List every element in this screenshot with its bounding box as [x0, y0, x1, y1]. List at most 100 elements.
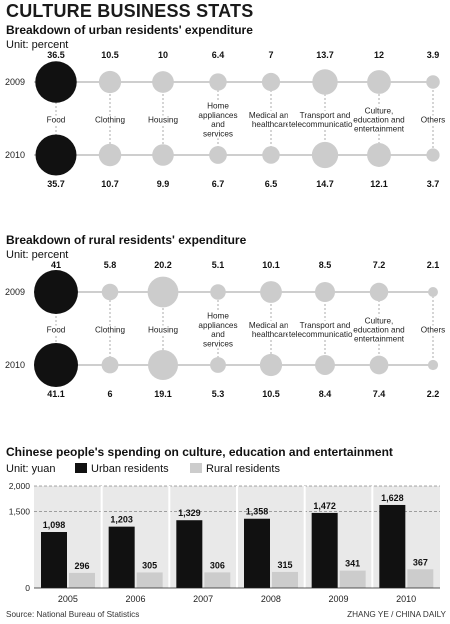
year-label: 2009: [5, 77, 25, 87]
data-label: 10.5: [101, 50, 119, 60]
bubble-2010: [315, 355, 335, 375]
chart-0-title: Breakdown of urban residents' expenditur…: [6, 23, 253, 37]
data-label: 10: [158, 50, 168, 60]
label-backdrop: [247, 320, 295, 340]
bubble-2010: [101, 356, 119, 374]
data-label: 19.1: [154, 389, 172, 399]
data-label: 35.7: [47, 179, 65, 189]
category-label: Home appliances and services: [198, 312, 237, 349]
bubble-2010: [262, 146, 280, 164]
data-label: 2.2: [427, 389, 440, 399]
y-tick-label: 0: [25, 583, 30, 593]
legend-swatch-rural: [190, 463, 202, 473]
category-label: Transport and telecommunications: [289, 321, 361, 339]
bar-value-label: 305: [142, 560, 157, 570]
data-label: 12: [374, 50, 384, 60]
bubble-2009: [260, 281, 282, 303]
year-label: 2010: [5, 150, 25, 160]
y-tick-label: 2,000: [9, 481, 31, 491]
bar-value-label: 1,329: [178, 508, 201, 518]
label-backdrop: [419, 115, 447, 125]
bar-urban: [41, 532, 67, 588]
bubble-2010: [369, 355, 389, 375]
data-label: 10.7: [101, 179, 119, 189]
bubble-2009: [428, 287, 438, 297]
category-label: Clothing: [95, 116, 125, 125]
data-label: 7.2: [373, 260, 386, 270]
page-title: CULTURE BUSINESS STATS: [6, 1, 254, 21]
category-label: Culture, education and entertainment: [353, 316, 405, 343]
category-label: Medical and healthcare: [249, 321, 294, 339]
x-tick-label: 2010: [396, 594, 416, 604]
category-label: Medical and healthcare: [249, 111, 294, 129]
bar-urban: [379, 504, 406, 588]
category-label: Transport and telecommunications: [289, 111, 361, 129]
bar-value-label: 1,098: [43, 520, 66, 530]
category-label: Food: [47, 116, 66, 125]
label-backdrop: [287, 110, 363, 130]
bar-rural: [69, 572, 95, 588]
bubble-2009: [34, 270, 78, 314]
bar-value-label: 341: [345, 559, 360, 569]
bar-rural: [407, 569, 434, 588]
label-backdrop: [247, 110, 295, 130]
data-label: 6: [107, 389, 112, 399]
data-label: 41.1: [47, 389, 65, 399]
bubble-2010: [34, 343, 78, 387]
bubble-2009: [367, 70, 391, 94]
data-label: 3.7: [427, 179, 440, 189]
bar-urban: [244, 518, 270, 588]
bubble-2009: [210, 284, 226, 300]
legend-swatch-urban: [75, 463, 87, 473]
bubble-2010: [98, 143, 122, 167]
bar-value-label: 306: [210, 560, 225, 570]
bar-urban: [176, 520, 203, 588]
bar-value-label: 1,472: [313, 501, 336, 511]
bubble-2009: [152, 71, 174, 93]
credit-note: ZHANG YE / CHINA DAILY: [347, 610, 446, 619]
label-backdrop: [45, 325, 67, 335]
bubble-2009: [35, 61, 77, 103]
year-label: 2010: [5, 360, 25, 370]
data-label: 3.9: [427, 50, 440, 60]
label-backdrop: [146, 115, 180, 125]
bubble-2010: [426, 148, 440, 162]
data-label: 36.5: [47, 50, 65, 60]
data-label: 10.5: [262, 389, 280, 399]
bubble-2009: [98, 70, 122, 94]
y-tick-label: 1,500: [9, 507, 31, 517]
category-label: Housing: [148, 326, 178, 335]
chart-1-title: Breakdown of rural residents' expenditur…: [6, 233, 247, 247]
x-tick-label: 2005: [58, 594, 78, 604]
chart-2-unit: Unit: yuan: [6, 463, 56, 475]
bar-urban: [311, 512, 338, 588]
bar-rural: [339, 570, 366, 588]
category-label: Home appliances and services: [198, 102, 237, 139]
bar-value-label: 1,203: [110, 515, 133, 525]
data-label: 9.9: [157, 179, 170, 189]
chart-1-unit: Unit: percent: [6, 249, 68, 261]
bar-value-label: 1,358: [246, 507, 269, 517]
label-backdrop: [352, 106, 407, 134]
bubble-2009: [209, 73, 227, 91]
label-backdrop: [352, 316, 407, 344]
label-backdrop: [93, 115, 127, 125]
bubble-2009: [312, 69, 338, 95]
data-label: 14.7: [316, 179, 334, 189]
bar-urban: [108, 526, 135, 588]
bubble-2010: [148, 350, 178, 380]
source-note: Source: National Bureau of Statistics: [6, 610, 139, 619]
bar-value-label: 1,628: [381, 493, 404, 503]
data-label: 41: [51, 260, 61, 270]
label-backdrop: [419, 325, 447, 335]
x-tick-label: 2008: [261, 594, 281, 604]
data-label: 5.1: [212, 260, 225, 270]
data-label: 13.7: [316, 50, 334, 60]
bubble-2009: [369, 282, 389, 302]
label-backdrop: [93, 325, 127, 335]
label-backdrop: [146, 325, 180, 335]
bubble-2009: [261, 72, 281, 92]
bar-value-label: 367: [413, 557, 428, 567]
data-label: 10.1: [262, 260, 280, 270]
